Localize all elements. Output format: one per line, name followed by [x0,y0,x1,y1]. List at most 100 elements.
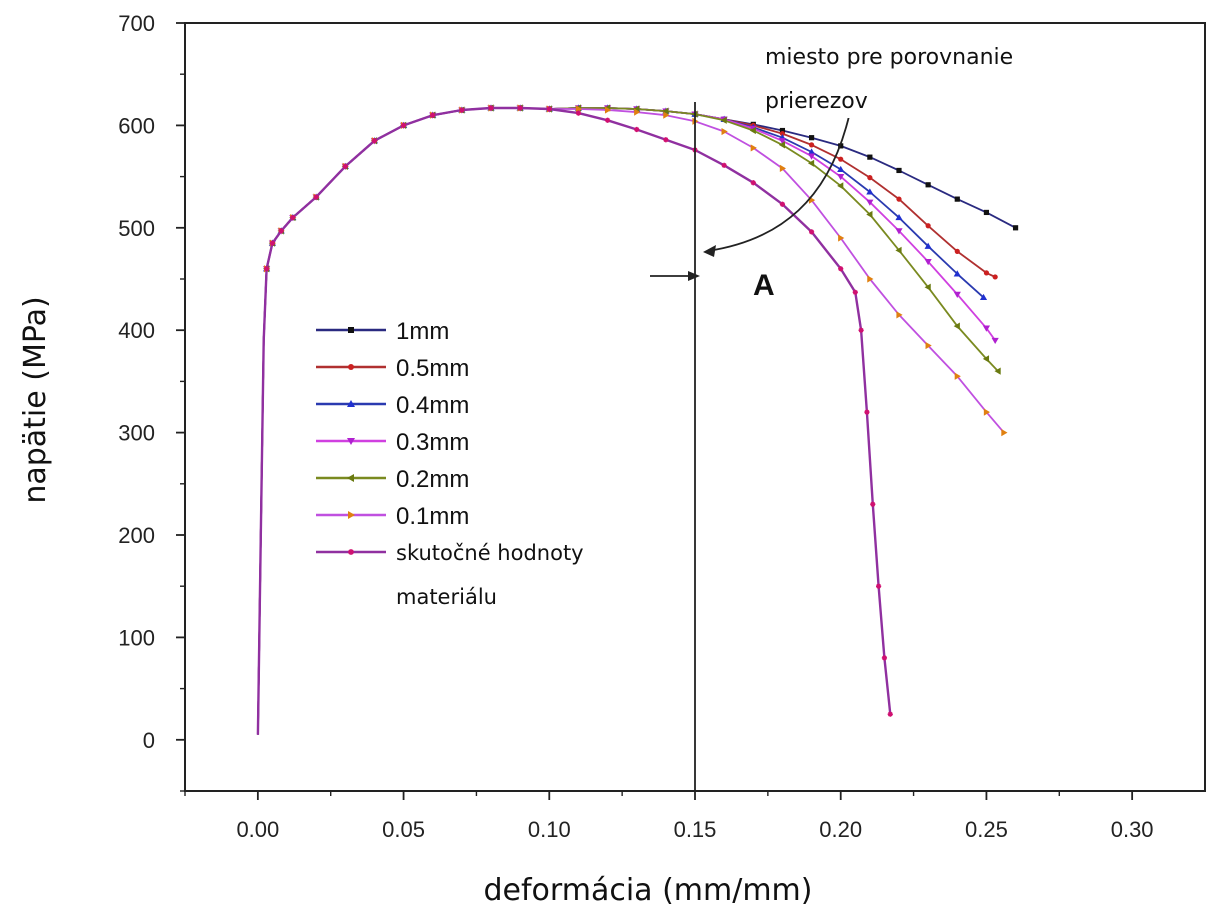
legend-label: 0.5mm [396,355,469,382]
data-point-star [430,112,436,118]
series-line [257,107,999,735]
data-point-square [925,182,931,188]
data-point-star [870,501,876,507]
data-point-triangle-down [991,337,999,345]
legend: 1mm 0.5mm 0.4mm 0.3mm 0.2mm 0.1mm skutočné hod… [316,318,584,609]
data-point-square [983,209,990,216]
data-point-triangle-left [994,367,1001,375]
data-point-triangle-right [983,408,991,416]
data-point-triangle-right [750,144,757,152]
data-point-triangle-up [837,165,845,173]
data-point-square [348,327,354,333]
y-axis-title: napätie (MPa) [18,296,53,503]
data-point-circle [838,156,844,162]
legend-label: 1mm [396,318,449,345]
data-point-star [721,162,727,168]
data-point-star [575,110,582,116]
data-point-circle [808,142,815,148]
data-point-triangle-right [604,106,612,114]
x-tick-label: 0.05 [382,817,425,842]
data-point-triangle-right [838,234,845,242]
series-line [257,107,1005,735]
data-point-star [663,137,669,143]
data-point-triangle-left [720,116,727,124]
data-point-triangle-up [953,270,961,277]
data-point-star [290,214,296,221]
data-point-star [887,711,893,717]
data-point-circle [896,196,902,202]
data-point-star [808,229,815,235]
data-point-triangle-up [979,293,988,301]
data-point-circle [779,130,786,137]
data-point-circle [983,270,990,276]
legend-label: 0.1mm [396,503,469,530]
series-4 [257,104,1001,735]
data-point-triangle-left [662,107,669,115]
data-point-star [488,105,494,111]
data-point-triangle-down [778,138,787,145]
x-axis-title: deformácia (mm/mm) [484,873,813,908]
series-1 [257,105,998,735]
data-point-triangle-down [895,228,903,235]
data-point-star [876,583,882,589]
data-point-star [634,126,640,133]
legend-entry: 0.2mm [316,466,469,493]
legend-entry: 1mm [316,318,449,345]
comparison-label-line2: prierezov [765,89,868,114]
data-point-triangle-right [663,111,670,119]
data-point-triangle-right [779,164,787,173]
x-tick-label: 0.15 [674,817,717,842]
data-point-triangle-right [896,311,903,319]
x-tick-label: 0.10 [528,817,571,842]
series-line [256,106,892,735]
data-point-triangle-down [924,258,932,266]
data-point-square [954,196,960,202]
y-tick-label: 400 [118,318,155,343]
x-tick-label: 0.20 [819,817,862,842]
section-arrow-head [688,271,700,281]
data-point-star [342,163,348,169]
x-tick-label: 0.00 [236,817,279,842]
data-point-triangle-left [895,246,902,254]
data-point-triangle-down [953,291,961,298]
data-point-star [779,201,786,207]
series-6 [256,105,893,735]
data-point-triangle-left [982,355,990,363]
data-point-circle [954,248,960,254]
data-point-triangle-up [924,242,932,249]
legend-entry: 0.5mm [316,355,469,382]
series-line [257,107,996,735]
x-tick-label: 0.25 [965,817,1008,842]
data-point-star [852,289,858,295]
data-point-star [604,117,611,123]
x-tick-label: 0.30 [1111,817,1154,842]
y-tick-label: 200 [118,523,155,548]
data-point-star [264,266,270,272]
series-0 [257,105,1019,735]
data-point-star [546,106,552,112]
data-point-star [313,194,319,200]
data-point-circle [925,223,931,229]
annotations: miesto pre porovnanie prierezov A [650,40,1088,791]
comparison-curved-arrow [707,111,851,252]
data-point-circle [867,175,873,181]
legend-label: 0.3mm [396,429,469,456]
series-line [257,107,985,735]
series-2 [257,104,988,735]
y-tick-label: 500 [118,216,155,241]
data-point-star [269,240,276,246]
comparison-label-line1: miesto pre porovnanie [765,45,1013,70]
data-point-square [867,154,873,160]
comparison-arrow-head [703,245,716,257]
annotation-text-background [758,40,1088,118]
legend-label: 0.2mm [396,466,469,493]
data-point-star [459,107,465,113]
data-point-star [278,228,284,234]
data-point-star [864,409,870,415]
legend-entry: 0.3mm [316,429,469,456]
data-point-triangle-up [895,213,903,221]
data-point-triangle-right [1001,429,1008,437]
legend-entry: skutočné hodnoty materiálu [316,541,584,609]
data-point-square [779,127,786,134]
data-point-triangle-right [634,108,641,116]
